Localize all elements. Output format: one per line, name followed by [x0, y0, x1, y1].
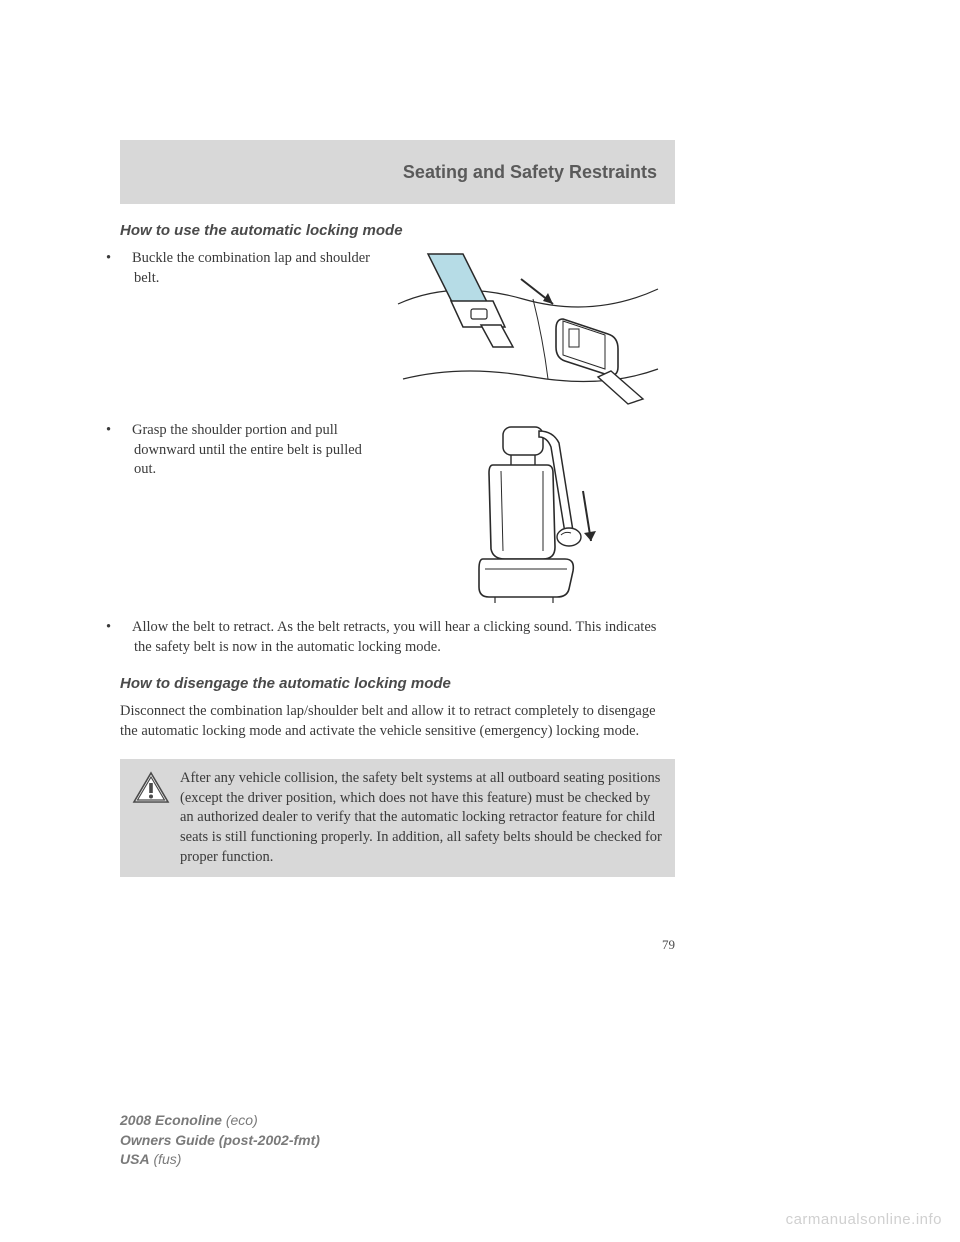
watermark: carmanualsonline.info [786, 1211, 942, 1228]
step2-row: •Grasp the shoulder portion and pull dow… [120, 421, 675, 606]
chapter-title: Seating and Safety Restraints [403, 162, 657, 183]
seat-illustration [380, 421, 675, 606]
section1-heading: How to use the automatic locking mode [120, 222, 675, 239]
step2-text: •Grasp the shoulder portion and pull dow… [120, 421, 380, 480]
step1-row: •Buckle the combination lap and shoulder… [120, 249, 675, 409]
chapter-header: Seating and Safety Restraints [120, 140, 675, 204]
footer-region-code: (fus) [153, 1151, 181, 1167]
footer-region: USA [120, 1151, 150, 1167]
bullet-icon: • [120, 421, 132, 441]
warning-box: After any vehicle collision, the safety … [120, 759, 675, 877]
page-footer: 2008 Econoline (eco) Owners Guide (post-… [120, 1111, 320, 1170]
bullet-icon: • [120, 249, 132, 269]
step1-label: Buckle the combination lap and shoulder … [132, 250, 370, 286]
bullet-icon: • [120, 618, 132, 638]
step3-text: •Allow the belt to retract. As the belt … [120, 618, 675, 657]
footer-model-code: (eco) [226, 1112, 258, 1128]
step2-label: Grasp the shoulder portion and pull down… [132, 422, 362, 477]
step1-text: •Buckle the combination lap and shoulder… [120, 249, 380, 288]
section2-heading: How to disengage the automatic locking m… [120, 675, 675, 692]
footer-guide: Owners Guide (post-2002-fmt) [120, 1132, 320, 1148]
buckle-illustration [380, 249, 675, 409]
warning-text: After any vehicle collision, the safety … [180, 769, 663, 867]
page-number: 79 [120, 937, 675, 953]
section2-body: Disconnect the combination lap/shoulder … [120, 702, 675, 741]
footer-model: 2008 Econoline [120, 1112, 222, 1128]
warning-triangle-icon [132, 771, 170, 812]
step3-label: Allow the belt to retract. As the belt r… [132, 619, 656, 655]
